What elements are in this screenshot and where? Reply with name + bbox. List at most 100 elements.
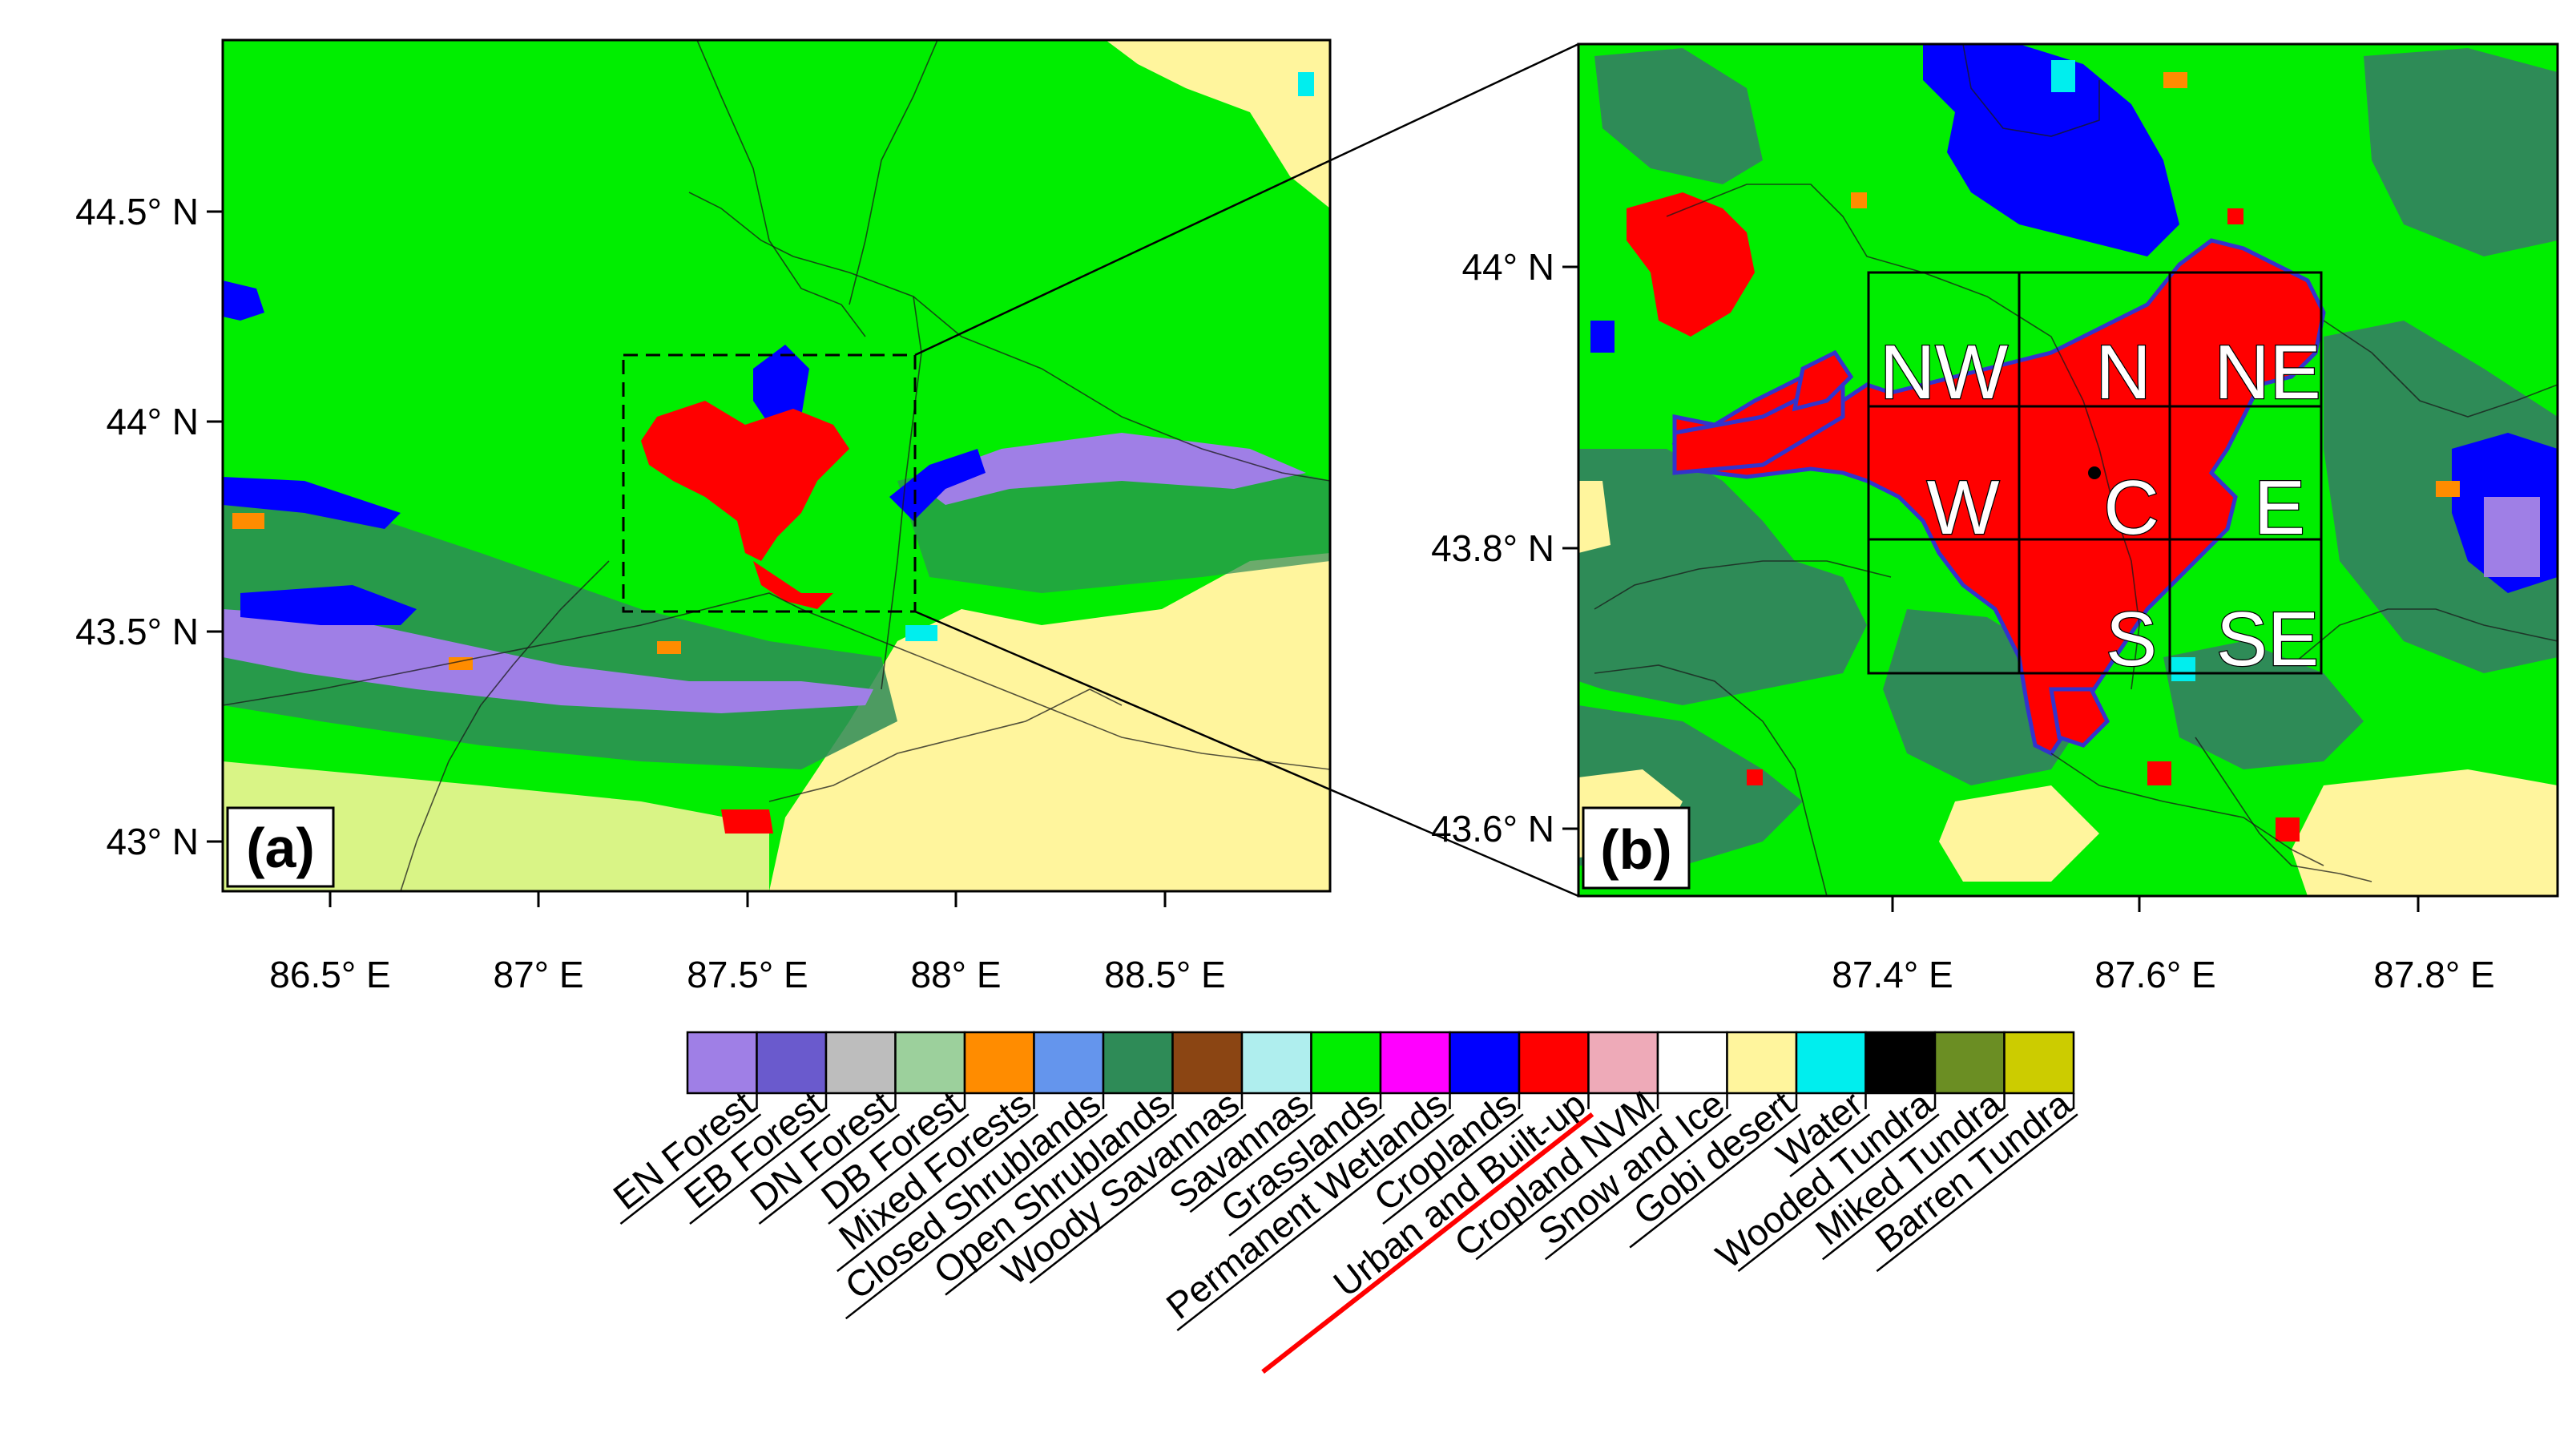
panel-a-cropland-w2 [240,585,417,625]
legend-underline [836,1113,1039,1273]
legend-swatch [1656,1031,1728,1095]
panel-b-water-speck [2051,60,2075,92]
legend-swatch [686,1031,758,1095]
sector-label-ne: NE [2214,329,2320,415]
panel-b-cropland-north [1923,44,2179,256]
panel-b-boundary-line [2291,608,2558,666]
panel-b-boundary-line [1594,664,1828,896]
panel-a-water-fleck [1298,72,1314,96]
panel-b-en-forest-e [2484,497,2540,577]
panel-b-urban-main [1671,238,2326,757]
legend-underline [689,1113,831,1225]
legend-swatch [963,1031,1035,1095]
legend-underline [1789,1113,1871,1177]
panel-a-lat-tick-label: 44° N [106,401,199,442]
panel-b-mixed-forest-speck [2436,481,2460,497]
legend-swatch [1449,1031,1521,1095]
legend-underline [1821,1113,2010,1261]
panel-b-shrubland-ne [2364,48,2558,256]
panel-a-gobi-strip-s [223,761,769,891]
panel-a-lat-axis: 44.5° N 44° N 43.5° N 43° N [75,191,223,862]
panel-a-map: 44.5° N 44° N 43.5° N 43° N 86.5° E 87° … [75,38,1332,995]
legend-swatch [1933,1031,2006,1095]
panel-b-lat-tick-label: 44° N [1461,246,1554,288]
panel-b-sector-grid [1867,271,2323,675]
panel-a-en-forest-w [223,609,873,713]
panel-a-gobi-desert-ne [1106,40,1330,208]
legend-swatch [2003,1031,2075,1095]
panel-b-lat-tick-label: 43.8° N [1431,527,1554,569]
panel-a-water-fleck [905,625,937,641]
sector-label-n: N [2095,329,2151,415]
panel-a-lat-tick-label: 43.5° N [75,611,199,652]
panel-b-urban-speck [2276,817,2300,842]
panel-a-lon-tick-label: 86.5° E [269,954,390,995]
panel-a-urban-urumqi [641,401,849,561]
legend-swatch [1587,1031,1659,1095]
legend-highlight-underline [1261,1112,1594,1374]
panel-a-badge: (a) [226,806,335,888]
panel-b-urban-s-spur [2049,687,2110,748]
sector-label-se: SE [2216,596,2319,682]
legend-swatch [1310,1031,1382,1095]
sector-label-s: S [2106,596,2157,682]
panel-a-urban-sw [721,809,773,834]
panel-a-lon-tick-label: 87° E [493,954,583,995]
legend-underline [1876,1113,2078,1273]
panel-a-boundary-line [223,592,1330,770]
panel-b-cropland-west [1590,321,1615,353]
sector-label-c: C [2103,465,2159,551]
panel-a-boundary-line [400,560,610,891]
legend-underline [1176,1113,1455,1331]
panel-b-gobi-w [1578,481,1611,553]
legend-swatch [1726,1031,1798,1095]
panel-b-label: (b) [1600,818,1671,881]
panel-b-urban-speck [2227,208,2243,224]
legend-underline [945,1113,1178,1296]
panel-b-boundary-line [2195,737,2372,882]
panel-b-mixed-forest-speck [1851,192,1867,208]
panel-b-boundary-line [2050,753,2324,866]
sector-label-e: E [2254,465,2305,551]
sector-label-nw: NW [1880,329,2008,415]
panel-a-boundary-line [696,40,866,337]
legend-swatch [1240,1031,1312,1095]
panel-b-boundary-line [1962,44,2100,137]
panel-b-lon-tick-label: 87.6° E [2094,954,2215,995]
panel-a-lon-axis: 86.5° E 87° E 87.5° E 88° E 88.5° E [269,891,1226,995]
panel-b-lon-tick-label: 87.8° E [2373,954,2494,995]
panel-b-gobi-s [1939,785,2099,882]
legend-swatch [1102,1031,1174,1095]
legend-underline [845,1113,1108,1320]
zoom-connector-bottom [914,610,1579,898]
panel-a-cropland-center [753,345,809,425]
panel-b-urban-nw [1627,192,1755,337]
panel-b-urban-speck [2147,761,2171,785]
panel-b-shrubland-w [1578,449,1867,705]
panel-b-gobi-se [2292,769,2558,896]
legend-underline [1475,1113,1663,1261]
panel-b-badge: (b) [1582,806,1691,890]
panel-a-urban-south [753,561,833,609]
legend-swatch [824,1031,897,1095]
legend-underline [1189,1113,1316,1213]
panel-b-lat-axis: 44° N 43.8° N 43.6° N [1431,246,1578,850]
panel-a-cropland-nw [223,281,264,321]
legend-underline [828,1113,970,1225]
panel-b-water-speck [2171,657,2195,681]
panel-a-boundary-line [688,192,1330,482]
legend-underline [758,1113,901,1225]
panel-a-cropland-w [223,477,401,529]
legend-underline [1228,1113,1385,1237]
panel-b-lon-tick-label: 87.4° E [1832,954,1953,995]
panel-b-urban-corridor-nw [1792,349,1854,412]
legend-underline [1382,1113,1524,1225]
panel-a-boundary-line [849,40,938,305]
legend-swatch [1033,1031,1105,1095]
legend-swatch [1518,1031,1590,1095]
legend-swatch [1795,1031,1867,1095]
panel-a-lon-tick-label: 88.5° E [1104,954,1225,995]
legend-underline [1029,1113,1247,1284]
